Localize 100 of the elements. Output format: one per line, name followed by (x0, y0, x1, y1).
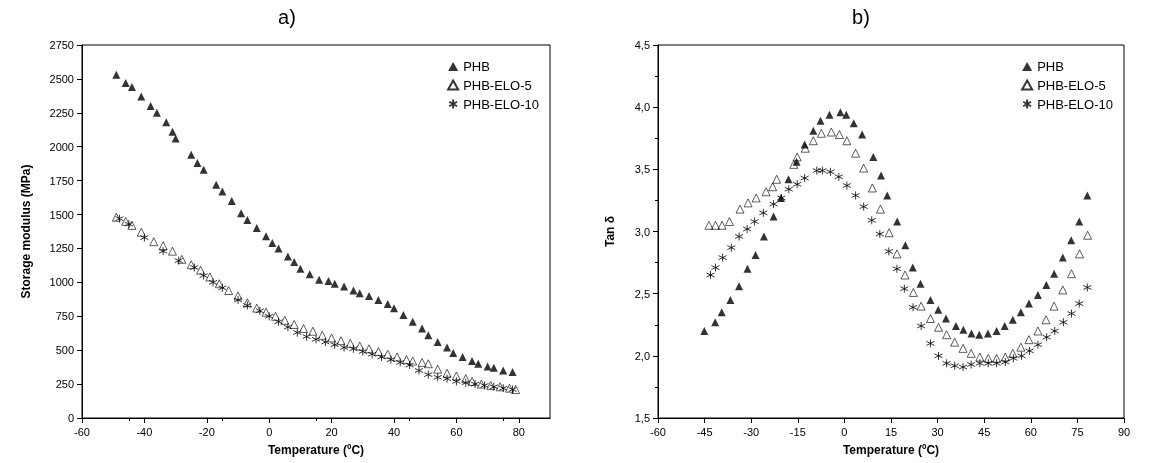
point (951, 321, 960, 330)
point (950, 337, 960, 347)
point (451, 376, 461, 386)
point (1025, 346, 1035, 356)
point (1067, 309, 1076, 319)
point (330, 340, 340, 350)
point (934, 351, 944, 361)
point (916, 321, 926, 331)
y-tick-label: 2750 (49, 39, 74, 51)
point (899, 284, 909, 294)
point (317, 330, 327, 340)
point (395, 357, 405, 367)
point (399, 310, 408, 319)
x-tick-label: 75 (1071, 425, 1084, 438)
x-tick-label: 90 (1117, 425, 1131, 438)
point (842, 136, 852, 146)
point (302, 332, 312, 342)
point (934, 322, 943, 332)
point (784, 175, 793, 184)
x-tick-label: -30 (743, 425, 760, 438)
point (461, 378, 471, 388)
point (908, 302, 918, 312)
point (187, 150, 196, 159)
x-tick-label: 60 (450, 425, 463, 438)
y-tick-label: 0 (67, 412, 74, 424)
point (992, 353, 1002, 363)
point (769, 199, 779, 209)
legend-label: PHB (463, 59, 490, 74)
point (355, 341, 365, 351)
x-tick-label: -60 (74, 425, 90, 438)
point (1042, 332, 1052, 342)
chart-title: a) (278, 6, 296, 28)
x-tick-label: -40 (136, 425, 153, 438)
point (1083, 230, 1093, 240)
point (208, 277, 218, 287)
point (834, 172, 844, 182)
point (168, 127, 177, 136)
point (784, 184, 794, 194)
point (975, 358, 985, 368)
point (735, 204, 745, 214)
point (274, 317, 284, 327)
y-tick-label: 4,0 (634, 101, 650, 114)
point (1049, 301, 1059, 311)
point (461, 374, 471, 384)
point (916, 301, 926, 311)
point (908, 263, 917, 272)
point (958, 362, 968, 372)
point (711, 220, 720, 230)
point (423, 370, 433, 380)
point (842, 181, 852, 190)
x-axis-title: Temperature (ºC) (842, 443, 940, 457)
point (137, 92, 146, 101)
point (237, 209, 246, 218)
point (377, 352, 387, 362)
point (327, 333, 336, 343)
point (449, 348, 458, 357)
x-tick-label: 15 (884, 425, 898, 438)
point (1050, 326, 1060, 336)
point (792, 152, 802, 162)
legend-label: PHB-ELO-5 (463, 77, 532, 93)
x-tick-label: -15 (789, 425, 806, 438)
point (950, 361, 960, 371)
y-tick-label: 2250 (49, 106, 74, 119)
point (925, 338, 935, 348)
y-tick-label: 1,5 (634, 412, 650, 424)
point (289, 320, 299, 329)
point (290, 258, 299, 267)
y-tick-label: 4,5 (634, 39, 650, 51)
point (725, 217, 734, 226)
point (958, 343, 968, 353)
point (992, 358, 1002, 368)
legend-label: PHB (1037, 59, 1064, 74)
y-tick-label: 1250 (49, 242, 74, 255)
point (205, 272, 215, 282)
point (233, 295, 243, 305)
point (959, 325, 968, 334)
y-tick-label: 2,0 (634, 349, 650, 362)
point (292, 328, 302, 338)
point (364, 344, 374, 354)
point (139, 233, 149, 243)
chart-title: b) (852, 6, 870, 28)
point (1024, 299, 1033, 308)
point (1000, 352, 1010, 362)
point (217, 283, 227, 293)
point (489, 363, 498, 372)
point (296, 264, 305, 273)
point (349, 286, 358, 295)
point (149, 237, 159, 247)
point (742, 224, 752, 234)
point (227, 196, 236, 205)
point (168, 246, 177, 256)
point (386, 355, 396, 365)
y-tick-label: 2000 (49, 140, 74, 153)
x-tick-label: 45 (978, 425, 991, 438)
point (761, 187, 771, 197)
point (710, 263, 720, 273)
point (171, 134, 180, 143)
point (851, 148, 860, 158)
point (1024, 335, 1034, 345)
point (299, 324, 308, 333)
